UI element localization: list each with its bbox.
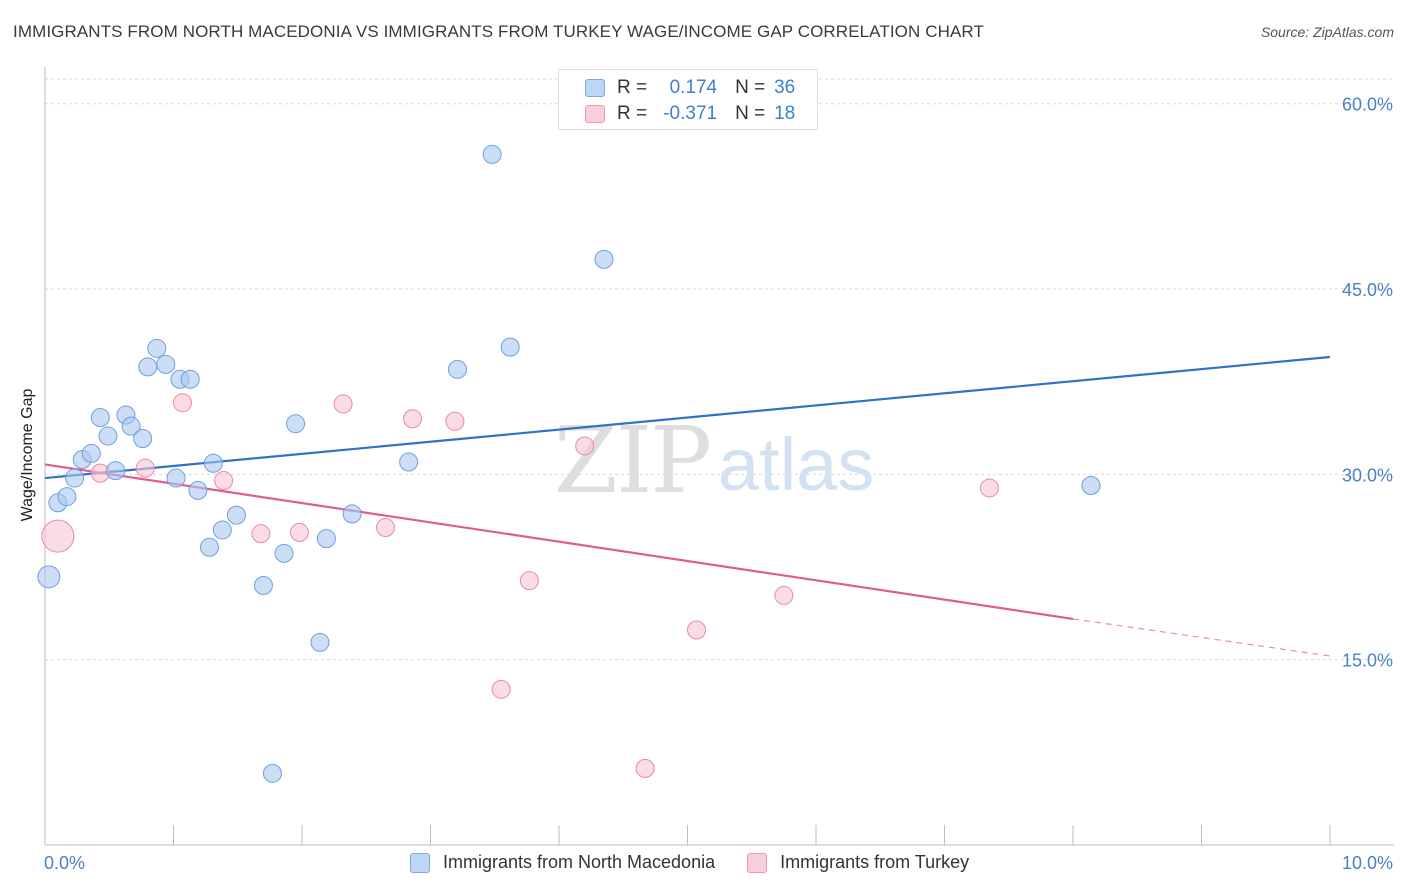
data-point bbox=[188, 480, 208, 500]
data-point bbox=[166, 468, 186, 488]
data-point bbox=[519, 571, 539, 591]
watermark: ZIP atlas bbox=[554, 407, 874, 514]
x-tick-label: 10.0% bbox=[1342, 853, 1393, 873]
data-point bbox=[212, 520, 232, 540]
data-point bbox=[316, 529, 336, 549]
series-legend: Immigrants from North Macedonia Immigran… bbox=[410, 852, 1001, 873]
legend-n-value: 36 bbox=[774, 77, 796, 98]
data-point bbox=[262, 763, 282, 783]
correlation-legend: R = 0.174 N = 36 R = -0.371 N = 18 bbox=[558, 69, 818, 130]
y-tick-label: 30.0% bbox=[1342, 465, 1393, 485]
legend-r-value: 0.174 bbox=[669, 77, 718, 98]
data-point bbox=[65, 468, 85, 488]
data-point bbox=[121, 416, 141, 436]
data-point bbox=[286, 414, 306, 434]
tick-labels: 15.0% 30.0% 45.0% 60.0% 0.0% 10.0% bbox=[44, 95, 1393, 873]
trend-lines bbox=[44, 355, 1331, 657]
y-tick-label: 60.0% bbox=[1342, 95, 1393, 115]
legend-swatch-blue bbox=[410, 852, 430, 873]
data-point bbox=[686, 620, 706, 640]
data-point bbox=[491, 679, 511, 699]
watermark-atlas: atlas bbox=[718, 423, 874, 506]
data-point bbox=[376, 517, 396, 537]
chart-title: IMMIGRANTS FROM NORTH MACEDONIA VS IMMIG… bbox=[13, 22, 984, 41]
data-point bbox=[253, 576, 273, 596]
data-point bbox=[138, 357, 158, 377]
data-point bbox=[98, 426, 118, 446]
legend-label: Immigrants from Turkey bbox=[780, 852, 970, 872]
data-point bbox=[635, 758, 655, 778]
data-point bbox=[135, 458, 155, 478]
data-point bbox=[57, 487, 77, 507]
legend-r-label: R = bbox=[617, 77, 648, 98]
data-point bbox=[1081, 475, 1101, 495]
data-point bbox=[342, 504, 362, 524]
data-point bbox=[41, 519, 75, 553]
legend-n-label: N = bbox=[735, 77, 766, 98]
data-points bbox=[37, 144, 1101, 783]
legend-row-turkey: R = -0.371 N = 18 bbox=[585, 103, 795, 125]
trend-line-0 bbox=[44, 355, 1331, 480]
source-credit: Source: ZipAtlas.com bbox=[1260, 24, 1394, 40]
data-point bbox=[403, 409, 423, 429]
data-point bbox=[445, 411, 465, 431]
x-tick-label: 0.0% bbox=[44, 853, 85, 873]
data-point bbox=[399, 452, 419, 472]
legend-swatch-pink bbox=[747, 852, 768, 873]
data-point bbox=[156, 354, 176, 374]
legend-swatch-pink bbox=[585, 105, 605, 123]
data-point bbox=[774, 585, 794, 605]
data-point bbox=[199, 537, 219, 557]
legend-item-turkey[interactable]: Immigrants from Turkey bbox=[747, 852, 969, 873]
watermark-zip: ZIP bbox=[554, 407, 710, 514]
data-point bbox=[106, 461, 126, 481]
trend-line-1 bbox=[44, 463, 1074, 620]
legend-r-label: R = bbox=[617, 103, 648, 124]
legend-item-north-macedonia[interactable]: Immigrants from North Macedonia bbox=[410, 852, 715, 873]
data-point bbox=[90, 408, 110, 428]
axes bbox=[44, 67, 1394, 846]
trend-line-extension-1 bbox=[1072, 618, 1331, 657]
legend-r-value: -0.371 bbox=[663, 103, 718, 124]
data-point bbox=[180, 369, 200, 389]
data-point bbox=[482, 144, 502, 164]
data-point bbox=[203, 453, 223, 473]
data-point bbox=[274, 543, 294, 563]
data-point bbox=[81, 443, 101, 463]
legend-row-north-macedonia: R = 0.174 N = 36 bbox=[585, 77, 795, 99]
legend-label: Immigrants from North Macedonia bbox=[443, 852, 716, 872]
legend-n-label: N = bbox=[735, 103, 766, 124]
data-point bbox=[251, 524, 271, 544]
data-point bbox=[226, 505, 246, 525]
data-point bbox=[447, 359, 467, 379]
data-point bbox=[133, 429, 153, 449]
data-point bbox=[310, 632, 330, 652]
data-point bbox=[594, 249, 614, 269]
data-point bbox=[37, 565, 61, 589]
y-tick-label: 15.0% bbox=[1342, 651, 1393, 671]
y-tick-label: 45.0% bbox=[1342, 280, 1393, 300]
data-point bbox=[172, 393, 192, 413]
legend-swatch-blue bbox=[585, 79, 605, 97]
data-point bbox=[333, 394, 353, 414]
data-point bbox=[214, 471, 234, 491]
data-point bbox=[979, 478, 999, 498]
data-point bbox=[575, 436, 595, 456]
data-point bbox=[147, 338, 167, 358]
data-point bbox=[289, 522, 309, 542]
data-point bbox=[500, 337, 520, 357]
legend-n-value: 18 bbox=[774, 103, 796, 124]
